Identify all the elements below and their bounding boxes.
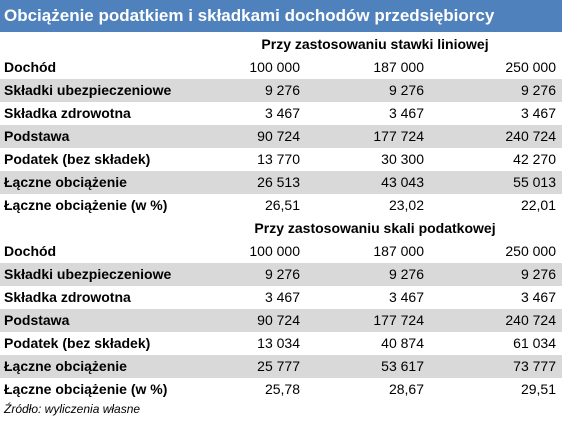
cell-value: 9 276 (264, 82, 300, 98)
cell-value: 9 276 (264, 266, 300, 282)
row-label: Składka zdrowotna (4, 289, 131, 305)
cell-value: 3 467 (520, 289, 556, 305)
cell-value: 240 724 (505, 312, 556, 328)
title: Obciążenie podatkiem i składkami dochodó… (0, 0, 562, 32)
cell-value: 187 000 (373, 243, 424, 259)
cell-value: 29,51 (520, 381, 556, 397)
cell-value: 55 013 (513, 174, 556, 190)
cell-value: 23,02 (388, 197, 424, 213)
cell-value: 61 034 (513, 335, 556, 351)
cell-value: 13 770 (257, 151, 300, 167)
cell-value: 25 777 (257, 358, 300, 374)
section-subtitle: Przy zastosowaniu skali podatkowej (254, 220, 496, 236)
row-label: Podstawa (4, 128, 70, 144)
cell-value: 9 276 (388, 82, 424, 98)
row-label: Składki ubezpieczeniowe (4, 266, 172, 282)
cell-value: 9 276 (520, 82, 556, 98)
row-label: Składki ubezpieczeniowe (4, 82, 172, 98)
source: Źródło: wyliczenia własne (4, 402, 141, 416)
table-row: Łączne obciążenie (w %) 25,78 28,67 29,51 (0, 378, 562, 401)
cell-value: 3 467 (264, 105, 300, 121)
cell-value: 177 724 (373, 312, 424, 328)
cell-value: 26 513 (257, 174, 300, 190)
row-label: Łączne obciążenie (w %) (4, 197, 168, 213)
cell-value: 3 467 (388, 289, 424, 305)
cell-value: 25,78 (264, 381, 300, 397)
section-subtitle: Przy zastosowaniu stawki liniowej (261, 36, 489, 52)
cell-value: 100 000 (249, 243, 300, 259)
row-label: Łączne obciążenie (4, 358, 127, 374)
table-row: Składka zdrowotna 3 467 3 467 3 467 (0, 102, 562, 125)
cell-value: 240 724 (505, 128, 556, 144)
table-row: Podatek (bez składek) 13 034 40 874 61 034 (0, 332, 562, 355)
row-label: Dochód (4, 59, 57, 75)
cell-value: 3 467 (264, 289, 300, 305)
table-row: Łączne obciążenie 25 777 53 617 73 777 (0, 355, 562, 378)
row-label: Łączne obciążenie (4, 174, 127, 190)
cell-value: 187 000 (373, 59, 424, 75)
row-label: Składka zdrowotna (4, 105, 131, 121)
cell-value: 9 276 (520, 266, 556, 282)
row-label: Podatek (bez składek) (4, 335, 151, 351)
cell-value: 250 000 (505, 59, 556, 75)
cell-value: 177 724 (373, 128, 424, 144)
cell-value: 30 300 (381, 151, 424, 167)
cell-value: 250 000 (505, 243, 556, 259)
table-row: Podatek (bez składek) 13 770 30 300 42 270 (0, 148, 562, 171)
table-row: Składki ubezpieczeniowe 9 276 9 276 9 276 (0, 79, 562, 102)
cell-value: 90 724 (257, 128, 300, 144)
cell-value: 43 043 (381, 174, 424, 190)
cell-value: 26,51 (264, 197, 300, 213)
row-label: Podstawa (4, 312, 70, 328)
table-row: Podstawa 90 724 177 724 240 724 (0, 309, 562, 332)
row-label: Dochód (4, 243, 57, 259)
cell-value: 100 000 (249, 59, 300, 75)
cell-value: 42 270 (513, 151, 556, 167)
row-label: Podatek (bez składek) (4, 151, 151, 167)
cell-value: 90 724 (257, 312, 300, 328)
cell-value: 28,67 (388, 381, 424, 397)
cell-value: 73 777 (513, 358, 556, 374)
cell-value: 9 276 (388, 266, 424, 282)
cell-value: 22,01 (520, 197, 556, 213)
table-row: Podstawa 90 724 177 724 240 724 (0, 125, 562, 148)
table-row: Dochód 100 000 187 000 250 000 (0, 240, 562, 263)
cell-value: 40 874 (381, 335, 424, 351)
cell-value: 53 617 (381, 358, 424, 374)
row-label: Łączne obciążenie (w %) (4, 381, 168, 397)
cell-value: 3 467 (520, 105, 556, 121)
cell-value: 3 467 (388, 105, 424, 121)
table-row: Łączne obciążenie 26 513 43 043 55 013 (0, 171, 562, 194)
table-row: Składki ubezpieczeniowe 9 276 9 276 9 276 (0, 263, 562, 286)
table-row: Łączne obciążenie (w %) 26,51 23,02 22,01 (0, 194, 562, 217)
cell-value: 13 034 (257, 335, 300, 351)
table-row: Dochód 100 000 187 000 250 000 (0, 56, 562, 79)
table-row: Składka zdrowotna 3 467 3 467 3 467 (0, 286, 562, 309)
